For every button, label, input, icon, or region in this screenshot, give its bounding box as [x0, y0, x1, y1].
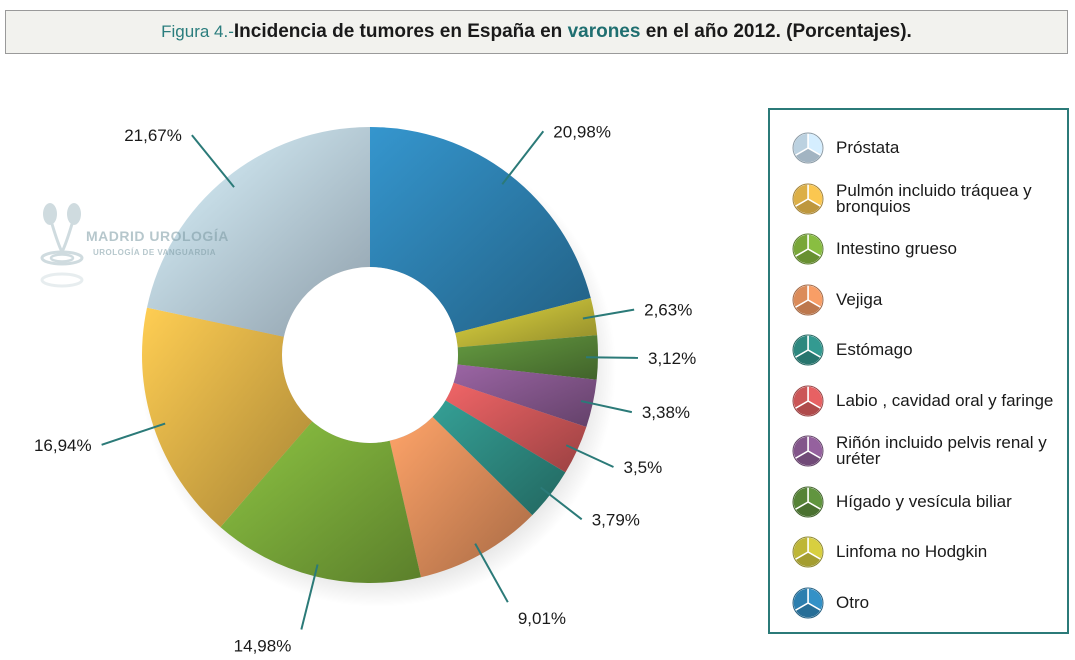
legend-label: Pulmón incluido tráquea y bronquios	[836, 180, 1032, 216]
legend-item: Intestino grueso	[790, 231, 1056, 267]
data-label: 20,98%	[553, 122, 611, 141]
leader-line	[300, 564, 319, 630]
leader-line	[585, 356, 638, 359]
leader-line	[565, 444, 614, 468]
legend-label: Vejiga	[836, 289, 883, 309]
watermark-logo: MADRID UROLOGÍA UROLOGÍA DE VANGUARDIA	[38, 200, 238, 300]
pie-swatch-icon	[792, 384, 824, 417]
slice-10	[146, 127, 370, 337]
leader-line	[582, 308, 635, 320]
pie-swatch-icon	[792, 435, 824, 467]
legend-label: Próstata	[836, 138, 900, 157]
pie-swatch-icon	[792, 283, 824, 316]
chart-title: Figura 4.- Incidencia de tumores en Espa…	[5, 10, 1068, 54]
data-label: 3,38%	[642, 403, 690, 422]
slice-2	[455, 298, 598, 348]
legend-item: Labio , cavidad oral y faringe	[790, 383, 1056, 419]
leader-line	[101, 422, 166, 446]
title-highlight: varones	[567, 21, 641, 42]
data-label: 2,63%	[644, 301, 692, 320]
legend-label: Linfoma no Hodgkin	[836, 542, 988, 561]
legend-item: Estómago	[790, 332, 1056, 368]
slice-1	[370, 127, 591, 334]
data-label: 3,12%	[648, 349, 696, 368]
legend-label: Riñón incluido pelvis renal y uréter	[836, 433, 1047, 468]
slice-4	[453, 364, 597, 427]
slice-3	[457, 335, 598, 380]
pie-swatch-icon	[792, 586, 824, 619]
watermark-title: MADRID UROLOGÍA	[86, 228, 229, 244]
leader-line	[474, 543, 509, 603]
leader-line	[501, 130, 545, 185]
chart-legend: Próstata Pulmón incluido tráquea y bronqu…	[768, 108, 1069, 634]
data-label: 9,01%	[518, 609, 566, 628]
slice-7	[389, 416, 533, 578]
legend-item: Vejiga	[790, 282, 1056, 318]
leader-line	[540, 486, 583, 521]
legend-item: Pulmón incluido tráquea y bronquios	[790, 181, 1056, 217]
legend-item: Hígado y vesícula biliar	[790, 484, 1056, 520]
pie-swatch-icon	[792, 182, 824, 215]
pie-swatch-icon	[792, 536, 824, 568]
pie-swatch-icon	[792, 485, 824, 518]
data-label: 14,98%	[234, 637, 292, 656]
legend-item: Linfoma no Hodgkin	[790, 534, 1056, 570]
leader-line	[191, 134, 235, 188]
pie-swatch-icon	[792, 334, 824, 366]
legend-item: Próstata	[790, 130, 1056, 166]
legend-item: Riñón incluido pelvis renal y uréter	[790, 433, 1056, 469]
watermark-subtitle: UROLOGÍA DE VANGUARDIA	[93, 248, 216, 257]
data-label: 21,67%	[124, 126, 182, 145]
title-suffix: en el año 2012. (Porcentajes).	[645, 21, 912, 42]
title-main: Incidencia de tumores en España en	[233, 21, 563, 42]
legend-label: Labio , cavidad oral y faringe	[836, 390, 1054, 410]
legend-label: Hígado y vesícula biliar	[836, 491, 1012, 511]
slice-9	[142, 307, 313, 528]
leader-line	[580, 400, 633, 414]
data-label: 3,79%	[592, 510, 640, 529]
slice-8	[220, 421, 421, 583]
data-label: 3,5%	[623, 458, 662, 477]
slice-5	[445, 382, 587, 473]
legend-label: Estómago	[836, 340, 913, 359]
title-prefix: Figura 4.-	[161, 22, 234, 41]
legend-label: Intestino grueso	[836, 239, 957, 258]
donut-chart: 20,98% 2,63% 3,12% 3,38% 3,5% 3,79% 9,01% 14,98…	[34, 122, 696, 656]
pie-swatch-icon	[792, 132, 824, 164]
kidney-logo-icon	[40, 203, 84, 288]
legend-label: Otro	[836, 592, 870, 612]
donut-hole	[282, 267, 458, 443]
legend-item: Otro	[790, 585, 1056, 621]
pie-swatch-icon	[792, 233, 824, 265]
data-label: 16,94%	[34, 436, 92, 455]
slice-6	[432, 400, 566, 516]
